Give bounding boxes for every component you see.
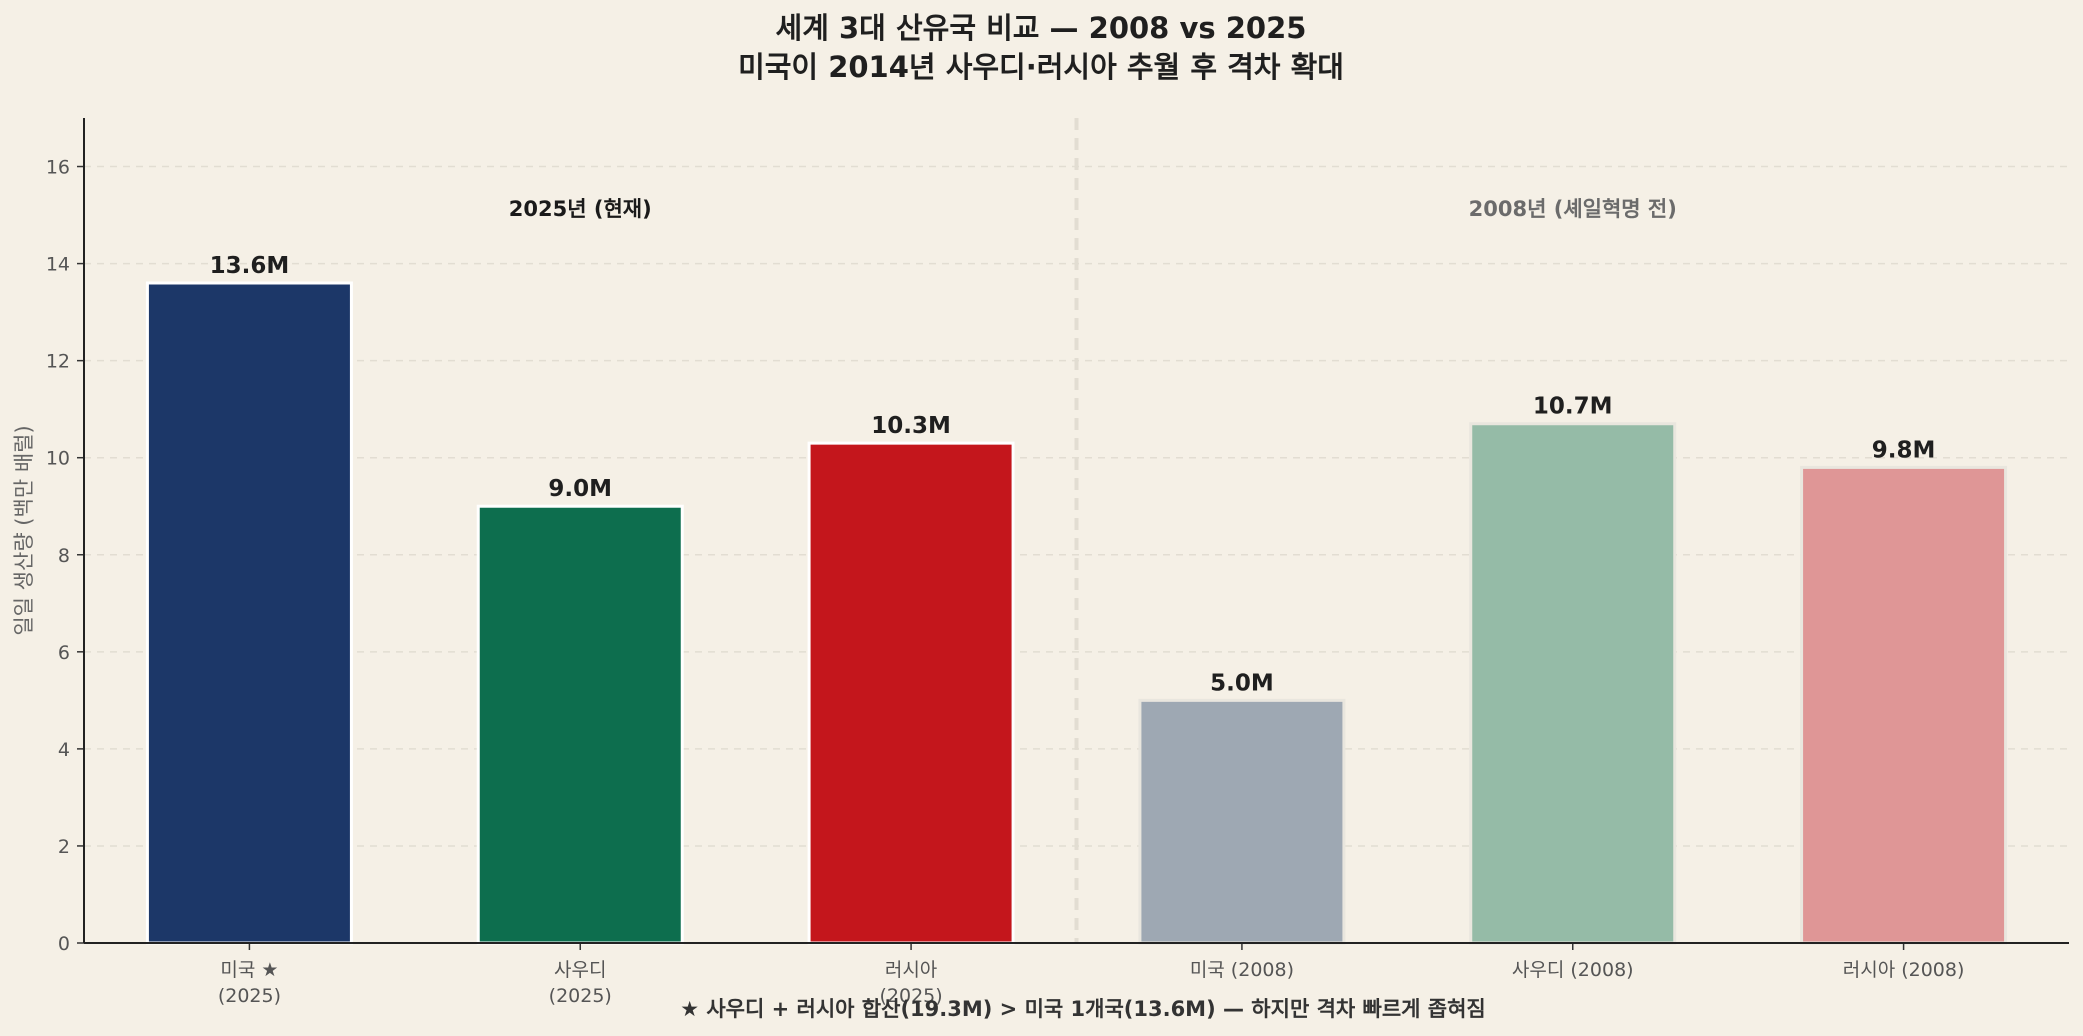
y-tick-label: 6 — [58, 642, 70, 664]
section-label: 2008년 (셰일혁명 전) — [1469, 197, 1677, 221]
bar — [145, 281, 353, 945]
x-tick-label: 사우디 — [554, 959, 606, 981]
axes: 0 2 4 6 8 10 12 14 16 미국 ★ (2025) 사우디 (2025) 러시아 (2025… — [12, 118, 2069, 1007]
x-tick-label: (2025) — [879, 985, 942, 1007]
y-tick-label: 2 — [58, 836, 70, 858]
y-tick-label: 10 — [46, 448, 70, 470]
x-tick-label: 러시아 — [885, 959, 937, 981]
x-tick-label: 미국 ★ — [220, 959, 278, 981]
y-tick-label: 14 — [46, 254, 70, 276]
bar — [1469, 422, 1677, 945]
bar — [476, 504, 684, 945]
chart-title-line: 미국이 2014년 사우디·러시아 추월 후 격차 확대 — [738, 50, 1344, 84]
chart-title: 세계 3대 산유국 비교 — 2008 vs 2025 미국이 2014년 사우디… — [738, 11, 1344, 84]
x-tick-label: 사우디 (2008) — [1512, 959, 1634, 981]
bar-value-label: 10.3M — [871, 413, 951, 439]
section-label: 2025년 (현재) — [509, 197, 652, 221]
bar — [1800, 465, 2008, 945]
labels: 2025년 (현재) 2008년 (셰일혁명 전) 13.6M 9.0M 10.3M 5.… — [210, 197, 1936, 1021]
x-tick-label: 미국 (2008) — [1190, 959, 1294, 981]
y-tick-label: 8 — [58, 545, 70, 567]
y-tick-label: 0 — [58, 933, 70, 955]
bar-value-label: 10.7M — [1533, 394, 1613, 420]
grid — [84, 118, 2069, 943]
bar — [1138, 698, 1346, 945]
y-tick-label: 12 — [46, 351, 70, 373]
x-tick-label: (2025) — [549, 985, 612, 1007]
y-tick-label: 4 — [58, 739, 70, 761]
bar-value-label: 13.6M — [210, 253, 290, 279]
bar-value-label: 9.8M — [1872, 437, 1936, 463]
y-axis-label: 일일 생산량 (백만 배럴) — [12, 425, 36, 635]
footnote: ★ 사우디 + 러시아 합산(19.3M) > 미국 1개국(13.6M) — … — [680, 997, 1486, 1021]
bar — [807, 441, 1015, 945]
x-tick-label: (2025) — [218, 985, 281, 1007]
bar-value-label: 9.0M — [548, 476, 612, 502]
bar-value-label: 5.0M — [1210, 670, 1274, 696]
y-tick-label: 16 — [46, 157, 70, 179]
x-tick-label: 러시아 (2008) — [1843, 959, 1965, 981]
chart-title-line: 세계 3대 산유국 비교 — 2008 vs 2025 — [776, 11, 1307, 45]
